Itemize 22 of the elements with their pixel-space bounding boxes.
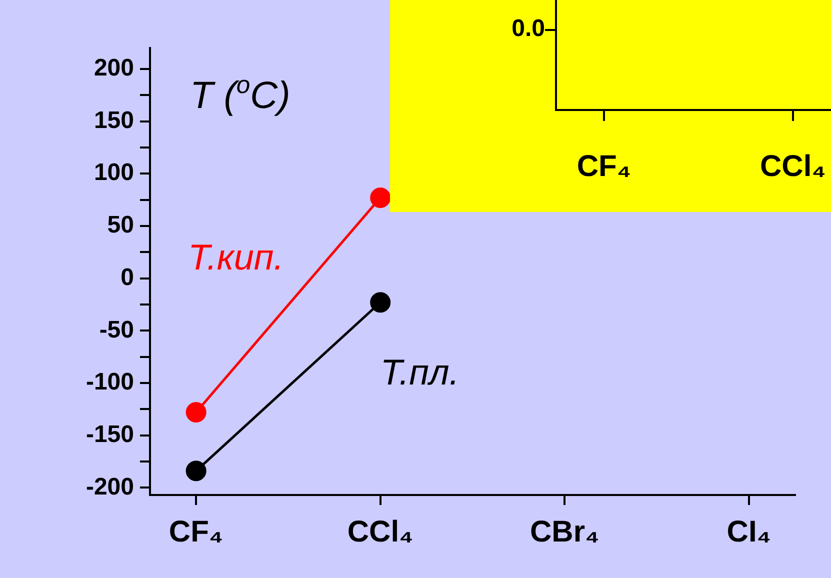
x-tick-label: CF₄	[168, 515, 224, 548]
series-label: Т.кип.	[188, 236, 284, 278]
y-tick-label: -50	[99, 316, 134, 344]
y-tick-label: -150	[86, 420, 134, 448]
y-tick-label: 0	[120, 264, 134, 291]
y-tick-label: 150	[94, 106, 134, 134]
x-tick-label: CBr₄	[530, 515, 600, 548]
y-tick-label: 200	[94, 54, 134, 82]
y-tick-label: 50	[107, 212, 134, 239]
x-tick-label: CCl₄	[347, 515, 414, 548]
category-label: CCl₄	[760, 150, 826, 184]
point	[370, 187, 391, 208]
text: 0.0	[512, 14, 545, 44]
point	[370, 292, 391, 313]
category-label: CF₄	[576, 150, 632, 184]
y-tick-label: -100	[86, 368, 134, 396]
y-tick-label: -200	[86, 473, 134, 500]
point	[186, 402, 206, 423]
y-tick-label: 100	[94, 159, 134, 186]
series-label: Т.пл.	[380, 351, 460, 392]
x-tick-label: CI₄	[726, 515, 772, 548]
point	[186, 460, 206, 482]
